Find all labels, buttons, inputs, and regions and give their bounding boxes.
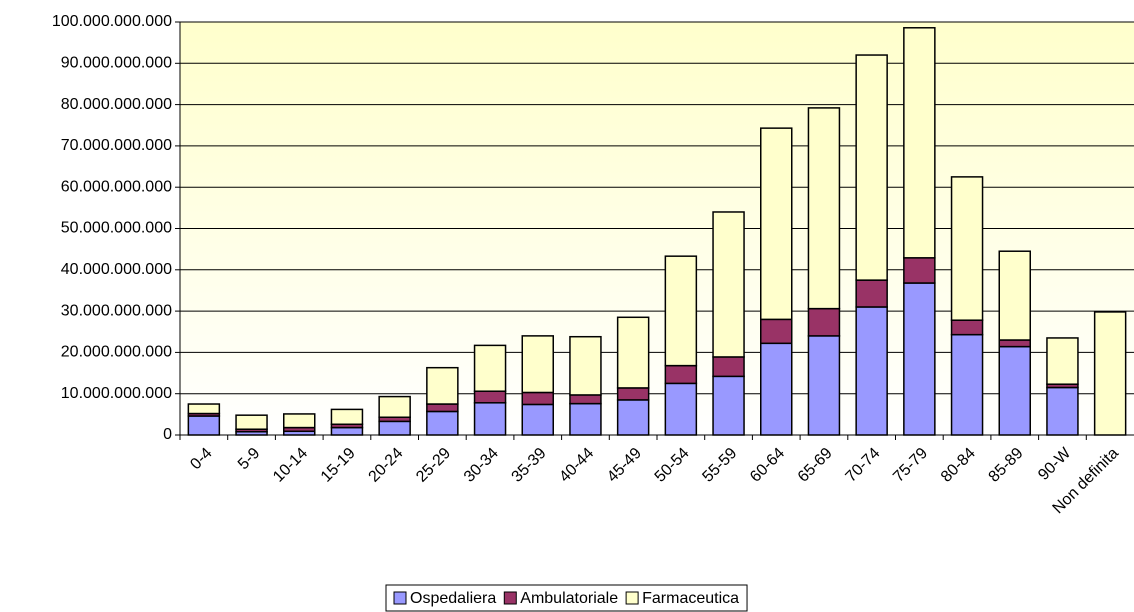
bar-segment [283, 413, 316, 429]
y-tick-label: 60.000.000.000 [61, 178, 172, 195]
x-tick-label: 25-29 [413, 445, 454, 486]
y-tick-label: 40.000.000.000 [61, 261, 172, 278]
legend: Ospedaliera Ambulatoriale Farmaceutica [385, 584, 748, 612]
bar-segment [664, 364, 698, 385]
bar-segment [330, 426, 364, 436]
bar-segment [807, 307, 841, 337]
bar-segment [378, 395, 411, 418]
bar-segment [521, 403, 554, 436]
bar-segment [616, 387, 650, 401]
bar-segment [473, 344, 507, 392]
y-tick-label: 80.000.000.000 [61, 96, 172, 113]
x-tick-label: 85-89 [986, 445, 1027, 486]
bar-segment [760, 127, 793, 321]
bar-segment [330, 408, 364, 426]
bar-segment [1046, 337, 1079, 385]
bar-segment [760, 318, 793, 345]
x-tick-label: 55-59 [699, 445, 740, 486]
y-tick-label: 70.000.000.000 [61, 137, 172, 154]
bar-segment [187, 415, 221, 436]
bar-segment [855, 306, 888, 436]
y-tick-label: 10.000.000.000 [61, 385, 172, 402]
bar-segment [1046, 386, 1079, 436]
bar-segment [807, 107, 841, 310]
x-tick-label: 90-W [1035, 444, 1075, 484]
y-tick-label: 100.000.000.000 [52, 13, 172, 30]
bar-segment [760, 342, 793, 436]
bar-segment [903, 27, 936, 259]
legend-label: Ospedaliera [410, 590, 496, 607]
legend-label: Farmaceutica [642, 590, 739, 607]
x-tick-label: 50-54 [652, 445, 693, 486]
x-tick-label: 70-74 [843, 445, 884, 486]
x-tick-label: 5-9 [235, 445, 263, 473]
y-tick-label: 0 [163, 426, 172, 443]
x-tick-label: 35-39 [509, 445, 550, 486]
bar-segment [616, 399, 650, 436]
bar-segment [998, 339, 1031, 348]
bar-segment [807, 335, 841, 436]
bar-segment [950, 319, 984, 336]
bar-segment [378, 420, 411, 436]
bar-segment [1093, 311, 1127, 436]
y-tick-label: 30.000.000.000 [61, 302, 172, 319]
legend-label: Ambulatoriale [520, 590, 618, 607]
bar-segment [855, 54, 888, 281]
y-tick-label: 50.000.000.000 [61, 220, 172, 237]
x-tick-label: 60-64 [747, 445, 788, 486]
x-tick-label: 45-49 [604, 445, 645, 486]
x-tick-label: 80-84 [938, 445, 979, 486]
bar-segment [569, 402, 602, 436]
legend-swatch [503, 591, 517, 605]
x-tick-label: 75-79 [890, 445, 931, 486]
bar-segment [521, 335, 554, 394]
bar-segment [712, 211, 745, 358]
bar-segment [712, 356, 745, 378]
bar-segment [569, 394, 602, 405]
bar-segment [569, 335, 602, 396]
legend-swatch [625, 591, 639, 605]
bar-segment [426, 403, 459, 413]
y-tick-label: 90.000.000.000 [61, 55, 172, 72]
legend-box [385, 584, 748, 612]
bar-segment [473, 402, 507, 436]
x-tick-label: 20-24 [366, 445, 407, 486]
bar-segment [855, 279, 888, 308]
bar-segment [998, 250, 1031, 341]
bar-segment [664, 255, 698, 367]
x-tick-label: 30-34 [461, 445, 502, 486]
bar-segment [426, 410, 459, 436]
bar-segment [950, 333, 984, 436]
bar-segment [950, 176, 984, 321]
bar-segment [998, 345, 1031, 436]
bar-segment [235, 414, 268, 430]
y-tick-label: 20.000.000.000 [61, 344, 172, 361]
bar-segment [616, 316, 650, 389]
bar-segment [903, 282, 936, 436]
x-tick-label: 40-44 [556, 445, 597, 486]
x-tick-label: 65-69 [795, 445, 836, 486]
bar-segment [473, 390, 507, 404]
bar-segment [712, 375, 745, 436]
bar-segment [521, 391, 554, 406]
legend-swatch [393, 591, 407, 605]
x-tick-label: 15-19 [318, 445, 359, 486]
bar-segment [903, 257, 936, 284]
x-tick-label: 10-14 [270, 445, 311, 486]
bar-segment [664, 382, 698, 436]
bar-segment [426, 366, 459, 405]
bar-segment [187, 403, 221, 415]
x-tick-label: 0-4 [187, 445, 215, 473]
